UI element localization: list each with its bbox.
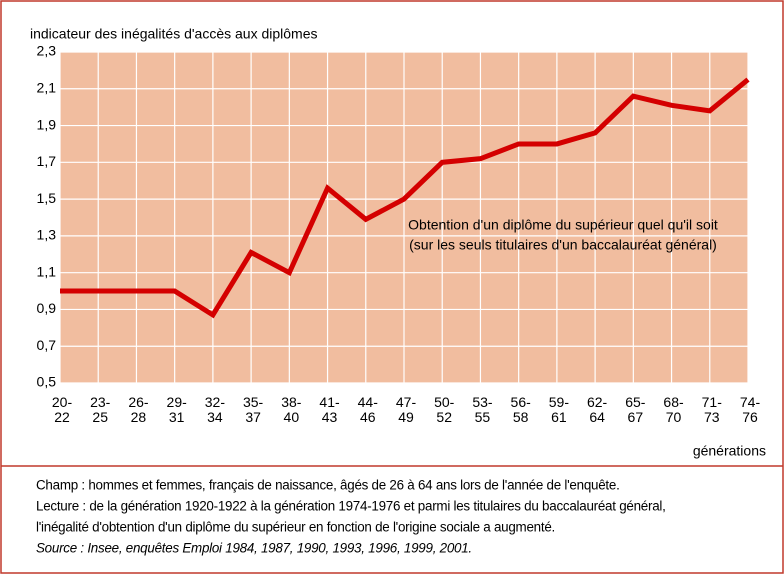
x-tick-label: 26- 28 [128, 394, 149, 425]
x-tick-label: 20- 22 [51, 394, 73, 425]
source: Source : Insee, enquêtes Emploi 1984, 19… [36, 541, 472, 556]
x-tick-label: 29- 31 [166, 394, 187, 425]
x-tick-label: 35- 37 [242, 394, 264, 425]
annotation: Obtention d'un diplôme du supérieur quel… [408, 217, 718, 233]
y-tick-label: 0,5 [37, 374, 57, 390]
y-tick-label: 0,9 [37, 300, 57, 316]
x-tick-label: 56- 58 [510, 394, 531, 425]
x-tick-label: 68- 70 [663, 394, 684, 425]
note: Champ : hommes et femmes, français de na… [36, 478, 620, 493]
y-tick-label: 2,1 [37, 79, 57, 95]
x-tick-label: 41- 43 [319, 394, 340, 425]
x-tick-label: 74- 76 [739, 394, 761, 425]
y-tick-label: 1,3 [37, 227, 57, 243]
y-tick-label: 2,3 [37, 43, 57, 59]
x-axis-label: générations [693, 443, 766, 459]
y-tick-label: 1,1 [37, 263, 57, 279]
x-tick-label: 32- 34 [204, 394, 225, 425]
x-tick-label: 38- 40 [281, 394, 302, 425]
x-tick-label: 62- 64 [586, 394, 608, 425]
note: l'inégalité d'obtention d'un diplôme du … [36, 520, 555, 535]
y-tick-label: 1,7 [37, 153, 57, 169]
annotation: (sur les seuls titulaires d'un baccalaur… [409, 237, 717, 253]
x-tick-label: 44- 46 [357, 394, 378, 425]
x-tick-label: 71- 73 [701, 394, 722, 425]
y-tick-label: 1,5 [37, 190, 57, 206]
x-tick-label: 59- 61 [548, 394, 569, 425]
y-axis-label: indicateur des inégalités d'accès aux di… [30, 26, 318, 42]
y-tick-label: 0,7 [37, 337, 57, 353]
x-tick-label: 47- 49 [395, 394, 417, 425]
y-tick-label: 1,9 [37, 116, 57, 132]
x-tick-label: 23- 25 [90, 394, 111, 425]
x-tick-label: 65- 67 [625, 394, 646, 425]
data-line [60, 77, 750, 319]
note: Lecture : de la génération 1920-1922 à l… [36, 499, 666, 514]
x-tick-label: 53- 55 [472, 394, 493, 425]
x-tick-label: 50- 52 [434, 394, 455, 425]
